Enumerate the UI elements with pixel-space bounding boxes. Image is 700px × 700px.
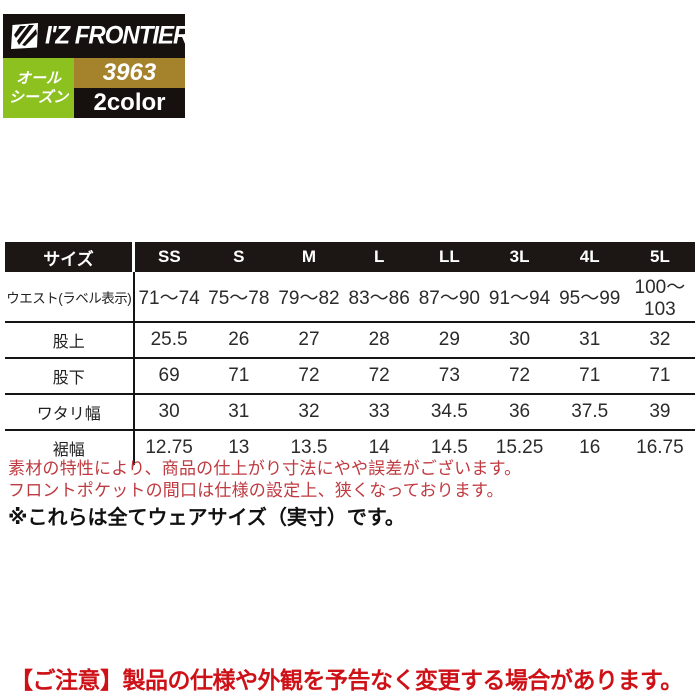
size-column-header: SS xyxy=(133,242,204,272)
size-value-cell: 72 xyxy=(273,358,345,394)
table-row: 股下 69 71 72 72 73 72 71 71 xyxy=(5,358,695,394)
size-column-header: LL xyxy=(414,242,485,272)
size-value-cell: 33 xyxy=(344,394,415,430)
size-table: サイズ SS S M L LL 3L 4L 5L ウエスト(ラベル表示) 71〜74 75〜78 79… xyxy=(5,242,695,465)
color-count-label: 2color xyxy=(93,89,166,116)
row-label: 裾幅 xyxy=(5,430,135,465)
size-value-cell: 26 xyxy=(203,322,274,358)
size-value-cell: 34.5 xyxy=(414,394,485,430)
row-label: ウエスト(ラベル表示) xyxy=(5,272,135,322)
color-count-badge: 2color xyxy=(74,88,185,118)
size-value-cell: 39 xyxy=(624,394,695,430)
size-value-cell: 71 xyxy=(203,358,274,394)
size-column-header: S xyxy=(203,242,274,272)
season-badge-line2: シーズン xyxy=(8,89,69,106)
size-value-cell: 15.25 xyxy=(484,430,555,465)
size-table-header-row: サイズ SS S M L LL 3L 4L 5L xyxy=(5,242,695,272)
row-label: 股上 xyxy=(5,322,135,358)
table-row: ウエスト(ラベル表示) 71〜74 75〜78 79〜82 83〜86 87〜90 91〜9… xyxy=(5,272,695,322)
size-value-cell: 30 xyxy=(484,322,555,358)
size-value-cell: 71 xyxy=(624,358,695,394)
size-value-cell: 14.5 xyxy=(414,430,485,465)
size-value-cell: 29 xyxy=(414,322,485,358)
size-value-cell: 13 xyxy=(203,430,274,465)
note-actual-size: ※これらは全てウェアサイズ（実寸）です。 xyxy=(8,507,405,529)
size-table-corner-header: サイズ xyxy=(5,242,135,272)
size-value-cell: 95〜99 xyxy=(554,272,625,322)
size-value-cell: 27 xyxy=(273,322,345,358)
size-value-cell: 12.75 xyxy=(133,430,204,465)
size-value-cell: 91〜94 xyxy=(484,272,555,322)
size-value-cell: 16 xyxy=(554,430,625,465)
caution-notice: 【ご注意】製品の仕様や外観を予告なく変更する場合があります。 xyxy=(10,667,683,693)
table-row: 股上 25.5 26 27 28 29 30 31 32 xyxy=(5,322,695,358)
size-value-cell: 36 xyxy=(484,394,555,430)
row-label: 股下 xyxy=(5,358,135,394)
note-pocket: フロントポケットの間口は仕様の設定上、狭くなっております。 xyxy=(8,481,504,500)
size-value-cell: 32 xyxy=(273,394,345,430)
size-value-cell: 71〜74 xyxy=(133,272,204,322)
size-column-header: 5L xyxy=(624,242,695,272)
size-value-cell: 79〜82 xyxy=(273,272,345,322)
size-value-cell: 25.5 xyxy=(133,322,204,358)
size-value-cell: 72 xyxy=(344,358,415,394)
size-value-cell: 73 xyxy=(414,358,485,394)
size-column-header: 3L xyxy=(484,242,555,272)
size-value-cell: 87〜90 xyxy=(414,272,485,322)
size-value-cell: 30 xyxy=(133,394,204,430)
size-value-cell: 69 xyxy=(133,358,204,394)
lightning-square-icon xyxy=(11,23,38,49)
size-column-header: M xyxy=(273,242,345,272)
size-table-head: サイズ SS S M L LL 3L 4L 5L xyxy=(5,242,695,272)
size-value-cell: 31 xyxy=(554,322,625,358)
product-code-badge: 3963 xyxy=(74,58,185,88)
size-value-cell: 31 xyxy=(203,394,274,430)
table-row: ワタリ幅 30 31 32 33 34.5 36 37.5 39 xyxy=(5,394,695,430)
size-value-cell: 71 xyxy=(554,358,625,394)
size-value-cell: 13.5 xyxy=(273,430,345,465)
size-value-cell: 28 xyxy=(344,322,415,358)
table-row: 裾幅 12.75 13 13.5 14 14.5 15.25 16 16.75 xyxy=(5,430,695,465)
size-value-cell: 16.75 xyxy=(624,430,695,465)
brand-logo-text: I'Z FRONTIER xyxy=(45,21,190,50)
season-badge-line1: オール xyxy=(15,70,61,87)
notes-section: 素材の特性により、商品の仕上がり寸法にやや誤差がございます。 フロントポケットの… xyxy=(8,458,521,532)
season-badge: オール シーズン xyxy=(3,58,74,118)
size-column-header: L xyxy=(344,242,415,272)
size-value-cell: 100〜103 xyxy=(624,272,695,322)
size-column-header: 4L xyxy=(554,242,625,272)
size-table-body: ウエスト(ラベル表示) 71〜74 75〜78 79〜82 83〜86 87〜90 91〜9… xyxy=(5,272,695,465)
size-value-cell: 14 xyxy=(344,430,415,465)
size-value-cell: 83〜86 xyxy=(344,272,415,322)
note-material: 素材の特性により、商品の仕上がり寸法にやや誤差がございます。 xyxy=(8,459,522,478)
size-value-cell: 72 xyxy=(484,358,555,394)
row-label: ワタリ幅 xyxy=(5,394,135,430)
brand-logo-banner: I'Z FRONTIER xyxy=(3,14,190,58)
size-value-cell: 32 xyxy=(624,322,695,358)
product-code-label: 3963 xyxy=(102,59,157,86)
size-value-cell: 37.5 xyxy=(554,394,625,430)
size-value-cell: 75〜78 xyxy=(203,272,274,322)
size-table-section: サイズ SS S M L LL 3L 4L 5L ウエスト(ラベル表示) 71〜74 75〜78 79… xyxy=(5,242,695,465)
